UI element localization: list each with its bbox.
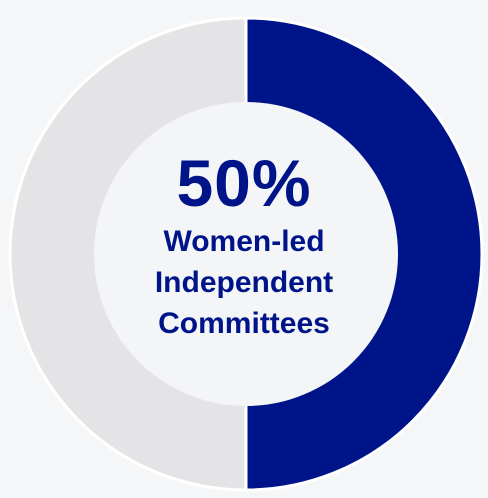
center-caption-line-3: Committees: [158, 307, 330, 340]
center-value: 50%: [176, 146, 312, 220]
center-label: 50% Women-led Independent Committees: [94, 145, 394, 344]
center-caption-line-2: Independent: [154, 266, 334, 299]
center-caption-line-1: Women-led: [163, 225, 325, 258]
donut-center: [94, 102, 398, 406]
